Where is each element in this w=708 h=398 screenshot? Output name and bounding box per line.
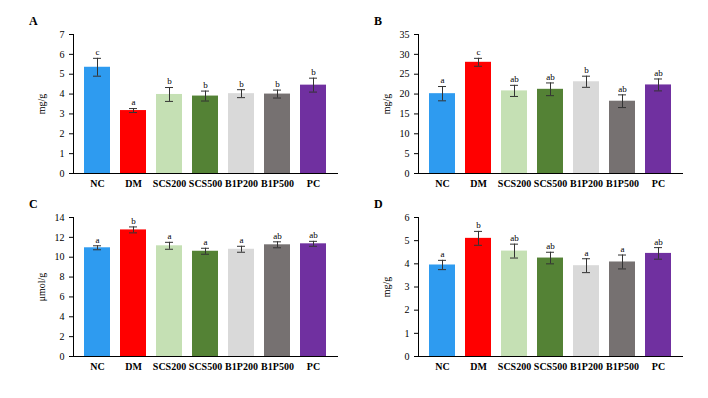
svg-text:NC: NC: [435, 361, 449, 372]
svg-text:12: 12: [55, 232, 65, 243]
svg-text:SCS500: SCS500: [534, 178, 567, 189]
svg-text:3: 3: [60, 108, 65, 119]
html-text:A: A: [29, 14, 38, 28]
svg-text:b: b: [476, 220, 481, 230]
svg-text:ab: ab: [546, 72, 555, 82]
svg-text:SCS200: SCS200: [498, 361, 531, 372]
svg-text:2: 2: [60, 128, 65, 139]
svg-text:1: 1: [405, 328, 410, 339]
svg-text:ab: ab: [510, 233, 519, 243]
svg-text:6: 6: [60, 291, 65, 302]
svg-text:a: a: [240, 235, 244, 245]
svg-text:NC: NC: [90, 178, 104, 189]
svg-text:B1P200: B1P200: [570, 361, 603, 372]
html-text:C: C: [29, 197, 38, 211]
svg-text:B1P500: B1P500: [261, 361, 294, 372]
svg-text:a: a: [168, 231, 172, 241]
svg-text:SCS200: SCS200: [153, 178, 186, 189]
svg-text:ab: ab: [618, 84, 627, 94]
svg-text:c: c: [477, 47, 481, 57]
svg-text:B1P500: B1P500: [606, 361, 639, 372]
svg-text:b: b: [203, 80, 208, 90]
svg-text:ab: ab: [654, 236, 663, 246]
svg-text:3: 3: [405, 281, 410, 292]
svg-text:a: a: [441, 249, 445, 259]
svg-text:a: a: [621, 244, 625, 254]
svg-text:DM: DM: [470, 178, 487, 189]
svg-text:4: 4: [60, 311, 65, 322]
svg-text:ab: ab: [309, 230, 318, 240]
svg-text:4: 4: [405, 258, 410, 269]
svg-text:0: 0: [405, 168, 410, 179]
svg-text:NC: NC: [90, 361, 104, 372]
svg-text:DM: DM: [125, 178, 142, 189]
svg-text:PC: PC: [652, 361, 665, 372]
svg-text:PC: PC: [652, 178, 665, 189]
svg-text:SCS500: SCS500: [189, 361, 222, 372]
svg-text:mg/g: mg/g: [381, 94, 392, 115]
svg-text:c: c: [96, 47, 100, 57]
svg-text:a: a: [441, 75, 445, 85]
svg-text:b: b: [311, 67, 316, 77]
svg-text:ab: ab: [273, 231, 282, 241]
svg-text:4: 4: [60, 88, 65, 99]
svg-text:30: 30: [400, 49, 410, 60]
svg-text:15: 15: [400, 108, 410, 119]
svg-text:DM: DM: [470, 361, 487, 372]
svg-text:7: 7: [60, 29, 65, 40]
svg-text:10: 10: [55, 251, 65, 262]
html-text:D: D: [374, 197, 383, 211]
svg-text:5: 5: [405, 148, 410, 159]
svg-text:25: 25: [400, 68, 410, 79]
svg-text:b: b: [584, 65, 589, 75]
svg-text:6: 6: [60, 49, 65, 60]
svg-text:B1P500: B1P500: [261, 178, 294, 189]
svg-text:a: a: [96, 235, 100, 245]
svg-text:14: 14: [55, 212, 65, 223]
svg-text:8: 8: [60, 271, 65, 282]
svg-text:B1P200: B1P200: [570, 178, 603, 189]
svg-text:20: 20: [400, 88, 410, 99]
html-text:B: B: [374, 14, 382, 28]
svg-text:mg/g: mg/g: [381, 277, 392, 298]
svg-text:10: 10: [400, 128, 410, 139]
svg-text:0: 0: [60, 351, 65, 362]
svg-text:1: 1: [60, 148, 65, 159]
svg-text:0: 0: [405, 351, 410, 362]
svg-text:NC: NC: [435, 178, 449, 189]
svg-text:0: 0: [60, 168, 65, 179]
svg-text:a: a: [132, 97, 136, 107]
svg-text:b: b: [275, 79, 280, 89]
svg-text:SCS200: SCS200: [153, 361, 186, 372]
svg-text:6: 6: [405, 212, 410, 223]
svg-text:ab: ab: [654, 68, 663, 78]
svg-text:SCS500: SCS500: [534, 361, 567, 372]
svg-text:35: 35: [400, 29, 410, 40]
svg-text:μmol/g: μmol/g: [36, 273, 47, 302]
svg-text:PC: PC: [307, 178, 320, 189]
svg-text:B1P200: B1P200: [225, 178, 258, 189]
svg-text:B1P200: B1P200: [225, 361, 258, 372]
svg-text:b: b: [239, 79, 244, 89]
svg-text:2: 2: [405, 304, 410, 315]
svg-text:DM: DM: [125, 361, 142, 372]
svg-text:mg/g: mg/g: [36, 94, 47, 115]
svg-text:a: a: [585, 248, 589, 258]
svg-text:a: a: [204, 237, 208, 247]
svg-text:SCS500: SCS500: [189, 178, 222, 189]
svg-text:2: 2: [60, 331, 65, 342]
svg-text:PC: PC: [307, 361, 320, 372]
svg-text:b: b: [131, 216, 136, 226]
svg-text:SCS200: SCS200: [498, 178, 531, 189]
svg-text:5: 5: [405, 235, 410, 246]
svg-text:b: b: [167, 76, 172, 86]
svg-text:B1P500: B1P500: [606, 178, 639, 189]
svg-text:5: 5: [60, 68, 65, 79]
svg-text:ab: ab: [546, 241, 555, 251]
svg-text:ab: ab: [510, 74, 519, 84]
